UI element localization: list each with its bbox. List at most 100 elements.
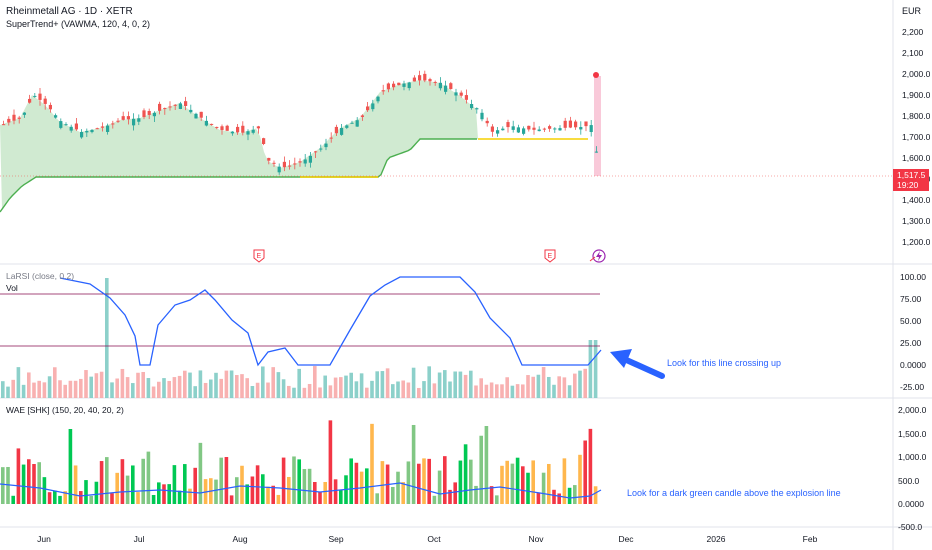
volume-bar [593,340,598,398]
wae-bar [245,484,249,504]
volume-bar [328,385,333,398]
currency-label[interactable]: EUR [902,6,922,16]
candle-body [366,106,370,111]
candle-body [121,116,125,120]
candle-body [454,92,458,96]
volume-bar [484,384,489,398]
volume-bar [297,368,301,398]
volume-bar [588,340,593,398]
wae-bar [120,459,125,504]
wae-bar [21,464,26,504]
candle-body [215,126,219,128]
volume-bar [177,375,182,398]
wae-bar [37,462,41,504]
candle-body [132,118,136,126]
wae-bar [115,472,119,504]
volume-bar [214,372,218,398]
wae-bar [125,475,130,504]
volume-bar [437,372,442,398]
wae-bar [411,424,416,504]
wae-bar [146,451,151,504]
volume-bar [406,382,411,398]
candle-body [7,118,11,123]
wae-bar [474,485,478,504]
volume-bar [32,382,36,398]
volume-bar [354,381,359,398]
volume-bar [359,373,364,398]
earnings-marker[interactable]: E [253,249,265,263]
wae-bar [375,493,379,504]
volume-bar [271,367,275,398]
wae-tick-label: 0.0000 [898,499,924,509]
wae-bar [131,465,135,504]
volume-bar [302,387,307,398]
earnings-marker[interactable]: E [544,249,556,263]
wae-bar [266,486,270,504]
volume-bar [266,382,270,398]
wae-bar [578,454,582,504]
supertrend-label[interactable]: SuperTrend+ (VAWMA, 120, 4, 0, 2) [6,19,150,29]
volume-bar [115,378,119,398]
wae-bar [588,428,593,504]
price-tick-label: 1,300.0 [902,216,931,226]
wae-tick-label: 1,500.0 [898,429,927,439]
volume-bar [370,380,374,398]
larsi-label[interactable]: LaRSI (close, 0.2) [6,271,74,281]
volume-bar [453,371,457,398]
price-tick-label: 1,200.0 [902,237,931,247]
volume-bar [99,371,104,398]
wae-bar [365,468,369,504]
rsi-tick-label: 0.0000 [900,360,926,370]
candle-body [194,113,198,119]
candle-body [33,95,37,97]
lightning-icon[interactable] [589,249,606,263]
signal-band [594,76,601,176]
candle-body [142,110,146,118]
rsi-tick-label: 50.00 [900,316,922,326]
volume-bar [422,381,426,398]
candle-body [178,103,182,109]
volume-bar [323,375,327,398]
wae-bar [370,423,374,504]
wae-bar [495,495,499,504]
wae-label[interactable]: WAE [SHK] (150, 20, 40, 20, 2) [6,405,124,415]
volume-bar [380,371,385,398]
wae-bar [11,495,15,504]
wae-bar [42,477,47,504]
volume-bar [448,381,452,398]
volume-bar [21,384,26,398]
time-tick-label: Jun [37,534,51,544]
wae-bar [292,456,296,504]
vol-label[interactable]: Vol [6,283,18,293]
volume-bar [120,368,125,398]
wae-bar [323,481,327,504]
volume-bar [203,382,208,398]
rsi-axis: 100.00 75.00 50.00 25.00 0.0000 -25.00 [900,272,926,392]
candle-body [74,123,78,130]
volume-bar [521,384,525,398]
wae-bar [521,466,525,504]
wae-bar [261,474,265,504]
volume-bar [1,381,5,398]
wae-bar [453,482,457,504]
candle-body [329,137,333,139]
candle-body [376,96,380,102]
candle-body [558,128,562,131]
volume-bar [224,370,229,398]
wae-bar [73,465,78,504]
wae-bar [557,493,561,504]
candle-body [340,128,344,135]
candle-body [459,92,463,96]
time-tick-label: 2026 [707,534,726,544]
price-tick-label: 1,700.0 [902,132,931,142]
volume-bar [313,366,317,398]
volume-bar [245,378,249,398]
volume-bar [510,385,515,398]
volume-bar [131,383,135,398]
candle-body [407,82,411,89]
wae-bar [183,464,187,504]
volume-bar [125,377,130,398]
volume-bar [188,372,192,398]
symbol-title[interactable]: Rheinmetall AG · 1D · XETR [6,6,133,17]
